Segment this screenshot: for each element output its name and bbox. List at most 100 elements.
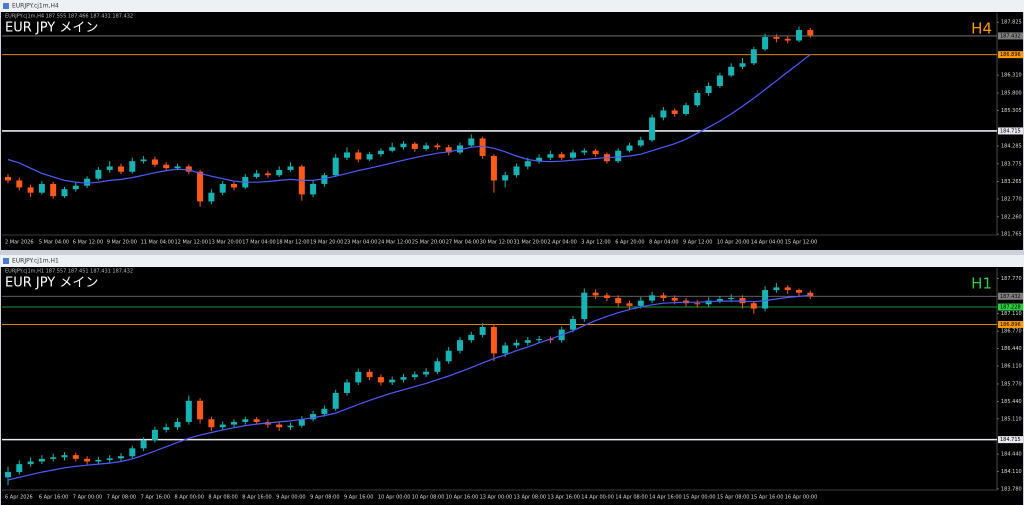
candle-body [581, 292, 588, 320]
candle-body [445, 147, 452, 153]
candle-body [231, 183, 237, 188]
candle-body [784, 287, 791, 291]
timeframe-label: H1 [971, 275, 992, 293]
x-tick-label: 8 Apr 16:00 [242, 495, 271, 501]
candle-body [174, 421, 181, 428]
candle-body [423, 371, 430, 375]
x-tick-label: 13 Apr 00:00 [480, 495, 513, 501]
price-tag-label: 187.432 [1000, 33, 1021, 39]
candle-body [513, 342, 520, 346]
y-tick-label: 185.770 [1001, 381, 1022, 387]
candle-body [728, 297, 735, 300]
price-tag-label: 184.715 [1000, 437, 1021, 443]
x-tick-label: 15 Apr 12:00 [785, 240, 818, 246]
candle-body [490, 155, 497, 181]
candle-body [660, 295, 667, 298]
candle-body [411, 374, 418, 378]
x-tick-label: 16 Apr 00:00 [785, 495, 818, 501]
candle-body [796, 290, 802, 293]
candle-body [61, 189, 68, 197]
candle-body [479, 326, 486, 335]
x-tick-label: 13 Mar 20:00 [208, 240, 241, 246]
candle-body [592, 292, 599, 296]
candle-body [558, 154, 565, 158]
x-tick-label: 14 Apr 00:00 [581, 495, 614, 501]
x-tick-label: 9 Apr 08:00 [310, 495, 339, 501]
y-tick-label: 186.110 [1001, 364, 1022, 370]
candle-body [151, 429, 158, 441]
x-tick-label: 2 Apr 04:00 [547, 240, 576, 246]
x-tick-label: 9 Apr 00:00 [276, 495, 305, 501]
candle-body [310, 414, 317, 420]
candle-body [796, 30, 802, 41]
candle-body [38, 183, 45, 193]
price-tag-label: 187.228 [1000, 305, 1021, 311]
x-tick-label: 18 Mar 12:00 [276, 240, 309, 246]
candle-body [705, 300, 712, 305]
x-tick-label: 9 Apr 12:00 [683, 240, 712, 246]
candle-body [185, 166, 192, 172]
candle-body [355, 152, 362, 160]
candle-body [592, 150, 599, 155]
window-icon [3, 3, 9, 9]
candle-body [106, 458, 113, 460]
candle-body [524, 340, 531, 343]
x-tick-label: 2 Mar 2026 [5, 240, 34, 246]
y-tick-label: 182.260 [1001, 214, 1022, 220]
candle-body [683, 105, 689, 114]
candle-body [321, 408, 328, 415]
candle-body [106, 166, 113, 170]
y-tick-label: 187.825 [1001, 20, 1022, 26]
x-tick-label: 14 Apr 08:00 [615, 495, 648, 501]
x-tick-label: 31 Mar 20:00 [514, 240, 547, 246]
moving-average [7, 294, 811, 481]
candle-body [434, 145, 441, 148]
y-tick-label: 186.310 [1001, 73, 1022, 79]
candle-body [197, 400, 204, 420]
price-tag [998, 303, 1023, 311]
candle-body [490, 326, 497, 354]
x-tick-label: 17 Mar 04:00 [242, 240, 275, 246]
window-title: EURJPY.cj1m,H4 [12, 3, 59, 10]
price-tag-label: 187.432 [1000, 294, 1021, 300]
candle-body [671, 297, 678, 301]
candle-body [118, 456, 124, 459]
x-tick-label: 15 Apr 08:00 [717, 495, 750, 501]
candle-body [536, 157, 543, 162]
x-tick-label: 8 Apr 00:00 [175, 495, 204, 501]
y-tick-label: 183.775 [1001, 161, 1022, 167]
x-tick-label: 15 Apr 00:00 [683, 495, 716, 501]
symbol-label: EUR JPY メイン [5, 21, 98, 36]
price-tag [998, 32, 1023, 40]
candle-body [502, 345, 509, 354]
candle-body [649, 117, 656, 141]
window-title: EURJPY.cj1m,H1 [12, 258, 59, 265]
candle-body [423, 145, 430, 149]
candle-body [400, 143, 407, 148]
chart-background [1, 267, 1023, 505]
candle-body [434, 361, 441, 372]
chart-info: EURJPY.cj1m,H1 187.557 187.451 187.431 1… [5, 269, 133, 275]
candle-body [185, 400, 192, 422]
price-tag-label: 186.896 [1000, 52, 1021, 58]
x-tick-label: 30 Mar 12:00 [480, 240, 513, 246]
title-bar [0, 255, 1024, 267]
candle-body [637, 300, 644, 306]
candle-body [626, 145, 633, 151]
price-tag [998, 292, 1023, 300]
x-tick-label: 25 Mar 20:00 [412, 240, 445, 246]
price-tag [998, 51, 1023, 59]
x-tick-label: 7 Apr 00:00 [73, 495, 102, 501]
candle-body [728, 66, 735, 76]
candle-body [84, 178, 91, 186]
candle-body [253, 419, 260, 422]
y-tick-label: 184.285 [1001, 143, 1022, 149]
candle-body [61, 455, 68, 458]
candle-body [773, 37, 780, 39]
candle-body [219, 424, 226, 428]
candle-body [151, 159, 158, 165]
candle-body [739, 63, 746, 67]
x-tick-label: 7 Apr 08:00 [107, 495, 136, 501]
candle-body [694, 92, 701, 106]
candle-body [95, 169, 102, 179]
